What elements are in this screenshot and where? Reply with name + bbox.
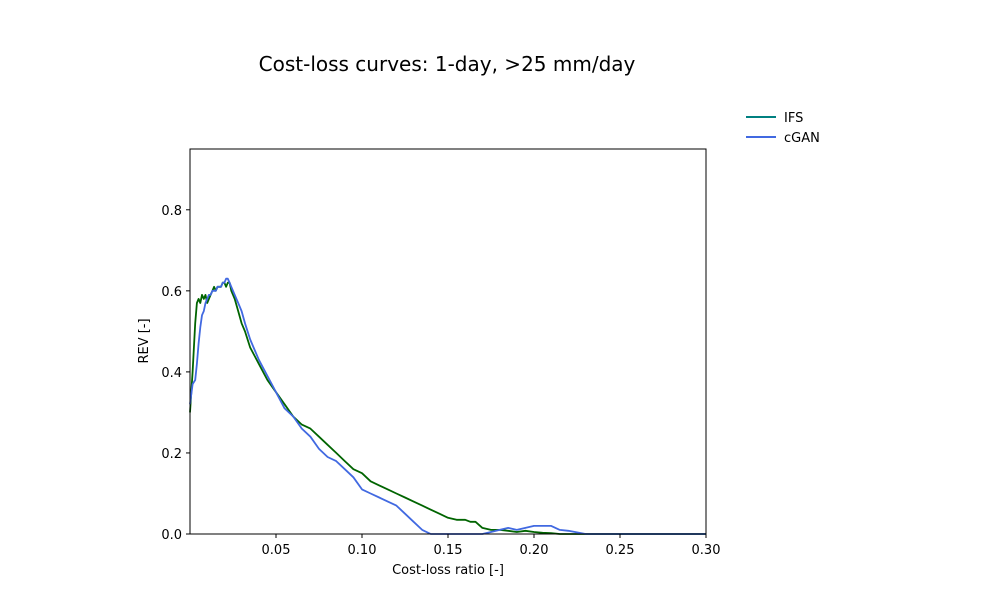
y-axis-label: REV [-] [137,318,152,363]
series-layer [189,277,706,535]
y-tick-label: 0.6 [161,285,182,300]
x-axis-label: Cost-loss ratio [-] [392,563,504,578]
y-tick-label: 0.8 [161,204,182,219]
plot-area: 0.05 0.10 0.15 0.20 0.25 0.30 0.0 0.2 0.4 0.6 0.8 [161,148,721,558]
x-tick-label: 0.15 [434,543,463,558]
x-tick-label: 0.25 [606,543,635,558]
y-tick-label: 0.0 [161,528,182,543]
x-tick-label: 0.10 [348,543,377,558]
x-tick-label: 0.20 [520,543,549,558]
y-axis: 0.0 0.2 0.4 0.6 0.8 [161,204,190,543]
series-line-ifs [189,281,706,535]
x-axis: 0.05 0.10 0.15 0.20 0.25 0.30 [262,534,721,558]
legend-label-cgan: cGAN [784,131,820,146]
series-line-cgan [189,277,706,535]
x-tick-label: 0.05 [262,543,291,558]
plot-frame [189,148,707,535]
x-tick-label: 0.30 [692,543,721,558]
chart-title: Cost-loss curves: 1-day, >25 mm/day [259,52,636,76]
legend-label-ifs: IFS [784,111,803,126]
y-tick-label: 0.4 [161,366,182,381]
legend: IFS cGAN [746,111,820,146]
y-tick-label: 0.2 [161,447,182,462]
